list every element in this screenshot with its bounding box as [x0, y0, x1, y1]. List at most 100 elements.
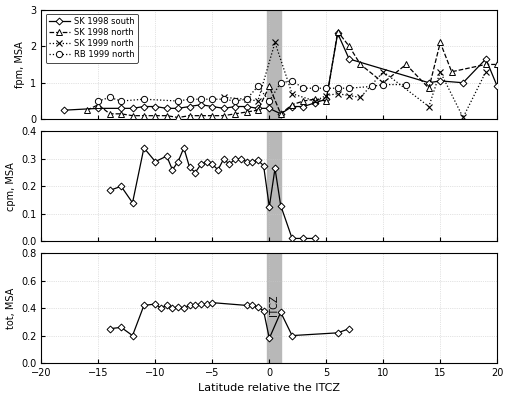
Bar — [267, 253, 280, 363]
SK 1998 north — [186, 113, 192, 118]
SK 1998 north — [357, 62, 363, 67]
SK 1998 north — [198, 113, 204, 118]
SK 1998 north — [164, 113, 170, 118]
SK 1998 south — [346, 57, 352, 61]
SK 1998 south — [221, 106, 227, 111]
SK 1999 north — [255, 99, 261, 103]
SK 1998 north — [175, 115, 181, 120]
SK 1998 north — [152, 113, 158, 118]
RB 1999 north — [369, 84, 375, 89]
RB 1999 north — [289, 79, 295, 83]
X-axis label: Latitude relative the ITCZ: Latitude relative the ITCZ — [199, 383, 341, 393]
RB 1999 north — [380, 82, 386, 87]
Y-axis label: cpm, MSA: cpm, MSA — [6, 162, 16, 211]
RB 1999 north — [277, 80, 284, 85]
SK 1998 north — [221, 113, 227, 118]
SK 1998 south — [312, 101, 318, 105]
SK 1998 north — [243, 110, 249, 115]
RB 1999 north — [243, 97, 249, 102]
SK 1999 north — [272, 40, 278, 45]
SK 1998 north — [483, 62, 489, 67]
SK 1999 north — [323, 93, 329, 98]
SK 1998 north — [289, 102, 295, 107]
SK 1998 south — [483, 57, 489, 61]
SK 1998 south — [198, 102, 204, 107]
SK 1998 north — [141, 113, 147, 118]
SK 1998 north — [323, 99, 329, 103]
SK 1998 south — [334, 31, 341, 36]
RB 1999 north — [186, 97, 192, 102]
Bar — [267, 10, 280, 119]
SK 1998 south — [460, 80, 466, 85]
SK 1999 north — [346, 93, 352, 98]
RB 1999 north — [266, 99, 272, 103]
SK 1999 north — [380, 69, 386, 74]
SK 1998 north — [129, 113, 135, 118]
SK 1998 south — [437, 79, 443, 83]
RB 1999 north — [118, 99, 124, 103]
SK 1998 south — [164, 106, 170, 111]
RB 1999 north — [346, 86, 352, 91]
SK 1998 south — [255, 106, 261, 111]
SK 1998 south — [300, 104, 306, 109]
SK 1998 south — [243, 104, 249, 109]
Line: SK 1998 south: SK 1998 south — [62, 31, 500, 116]
Line: SK 1999 north: SK 1999 north — [220, 39, 489, 121]
Line: RB 1999 north: RB 1999 north — [95, 78, 409, 104]
SK 1998 north — [403, 62, 409, 67]
SK 1999 north — [221, 95, 227, 100]
SK 1998 north — [232, 111, 238, 116]
SK 1998 south — [289, 104, 295, 109]
SK 1998 south — [209, 104, 215, 109]
SK 1998 south — [95, 106, 101, 111]
SK 1999 north — [460, 115, 466, 120]
SK 1998 north — [255, 108, 261, 113]
SK 1998 north — [380, 80, 386, 85]
SK 1999 north — [289, 91, 295, 96]
RB 1999 north — [334, 86, 341, 91]
SK 1998 north — [426, 86, 432, 91]
SK 1998 north — [266, 84, 272, 89]
SK 1999 north — [312, 99, 318, 103]
RB 1999 north — [255, 84, 261, 89]
SK 1998 north — [118, 111, 124, 116]
RB 1999 north — [323, 86, 329, 91]
SK 1999 north — [483, 69, 489, 74]
SK 1998 south — [277, 111, 284, 116]
SK 1998 north — [209, 113, 215, 118]
SK 1998 south — [129, 106, 135, 111]
SK 1998 south — [152, 104, 158, 109]
SK 1998 north — [277, 111, 284, 116]
SK 1998 north — [312, 97, 318, 102]
SK 1998 south — [61, 108, 67, 113]
SK 1998 south — [118, 106, 124, 111]
SK 1998 north — [95, 102, 101, 107]
Y-axis label: tot, MSA: tot, MSA — [6, 288, 16, 329]
SK 1999 north — [243, 97, 249, 102]
Legend: SK 1998 south, SK 1998 north, SK 1999 north, RB 1999 north: SK 1998 south, SK 1998 north, SK 1999 no… — [45, 14, 138, 63]
SK 1998 south — [175, 106, 181, 111]
SK 1998 north — [437, 40, 443, 45]
SK 1998 south — [323, 97, 329, 102]
SK 1999 north — [357, 95, 363, 100]
SK 1998 north — [300, 99, 306, 103]
SK 1998 north — [448, 69, 455, 74]
RB 1999 north — [403, 82, 409, 87]
SK 1998 south — [266, 106, 272, 111]
SK 1998 south — [232, 104, 238, 109]
Y-axis label: fpm, MSA: fpm, MSA — [15, 41, 24, 88]
SK 1998 north — [346, 44, 352, 49]
RB 1999 north — [209, 97, 215, 102]
Line: SK 1998 north: SK 1998 north — [83, 28, 501, 121]
RB 1999 north — [95, 99, 101, 103]
SK 1998 north — [334, 29, 341, 34]
SK 1998 south — [426, 80, 432, 85]
RB 1999 north — [300, 86, 306, 91]
RB 1999 north — [198, 97, 204, 102]
RB 1999 north — [312, 86, 318, 91]
SK 1998 north — [494, 62, 500, 67]
Text: ITCZ: ITCZ — [269, 294, 279, 316]
SK 1998 north — [84, 108, 90, 113]
RB 1999 north — [221, 97, 227, 102]
SK 1998 north — [107, 111, 113, 116]
